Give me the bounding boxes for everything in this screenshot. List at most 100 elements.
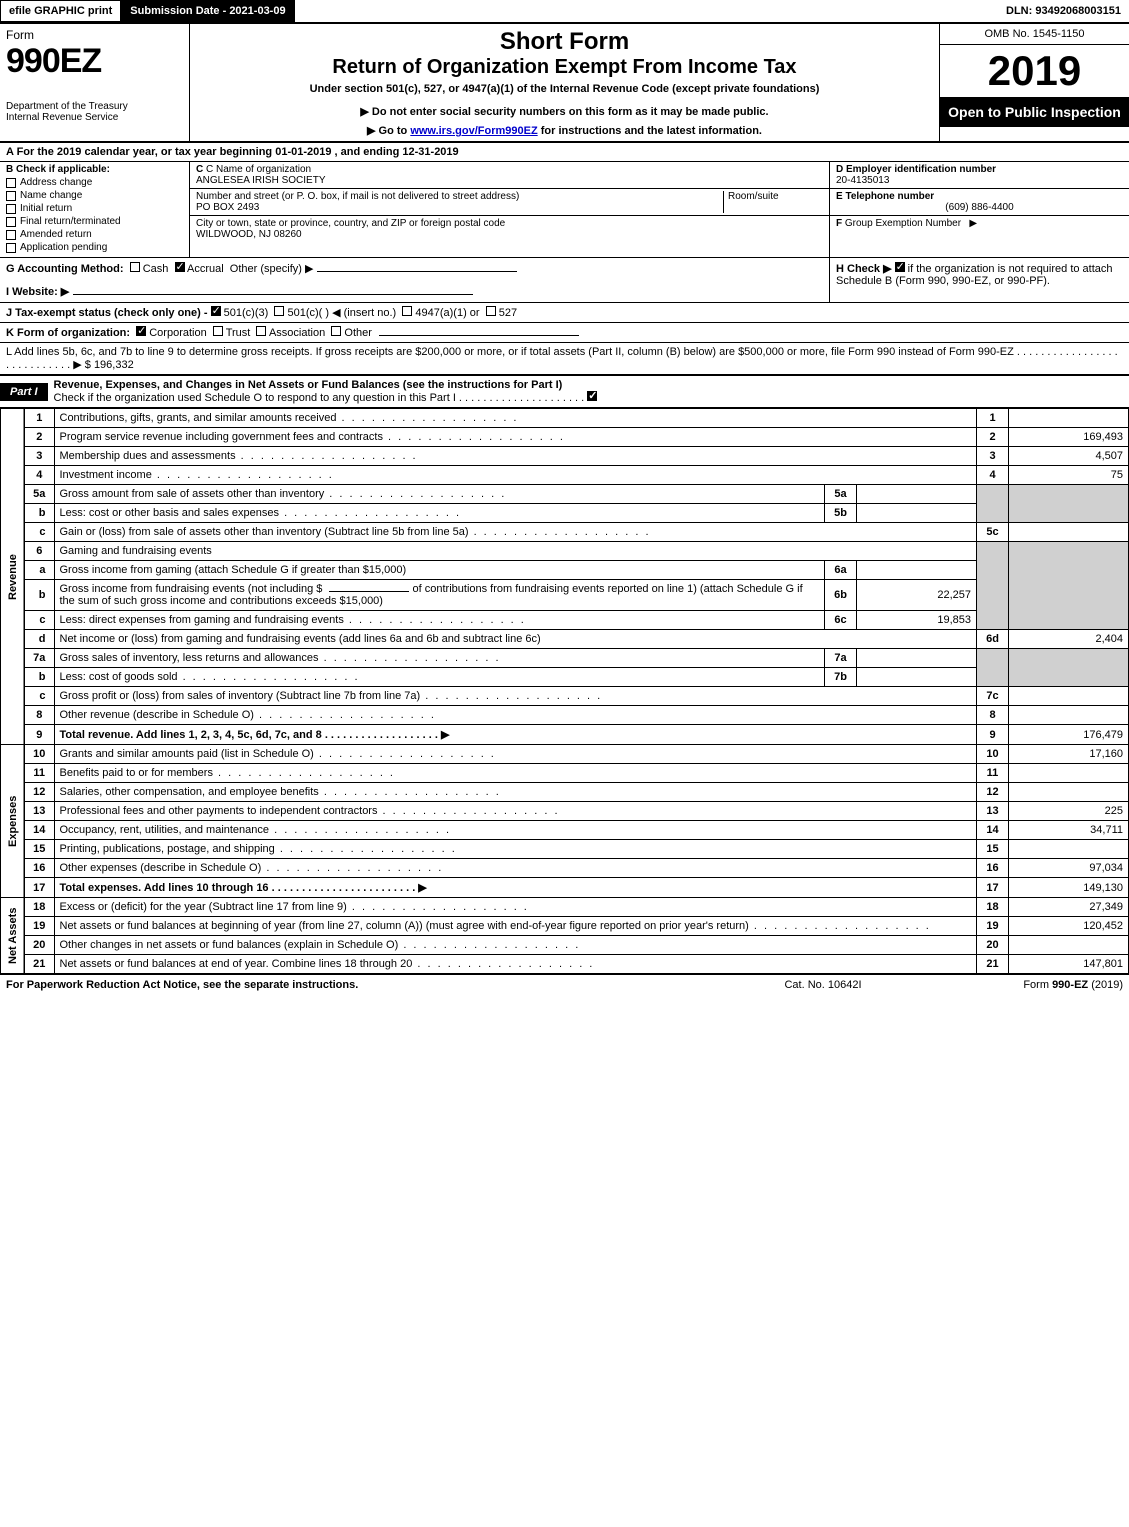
l-value: 196,332: [94, 359, 134, 371]
subcol-val: [857, 668, 977, 687]
row-num: 8: [24, 706, 54, 725]
part1-schedo-checkbox[interactable]: [587, 391, 597, 401]
table-row: 3 Membership dues and assessments 3 4,50…: [1, 447, 1129, 466]
form-header: Form 990EZ Department of the Treasury In…: [0, 24, 1129, 143]
phone-value: (609) 886-4400: [836, 202, 1123, 213]
row-num: b: [24, 580, 54, 611]
k-other-input[interactable]: [379, 335, 579, 336]
j-527-checkbox[interactable]: [486, 306, 496, 316]
paperwork-notice: For Paperwork Reduction Act Notice, see …: [6, 979, 723, 991]
grey-cell: [977, 649, 1009, 687]
application-pending-checkbox[interactable]: [6, 243, 16, 253]
k-trust-checkbox[interactable]: [213, 326, 223, 336]
row-rtnum: 14: [977, 821, 1009, 840]
efile-print-button[interactable]: efile GRAPHIC print: [0, 0, 121, 22]
submission-date-button[interactable]: Submission Date - 2021-03-09: [121, 0, 294, 22]
row-value: 34,711: [1009, 821, 1129, 840]
row-desc: Benefits paid to or for members: [54, 764, 977, 783]
part1-label: Part I: [0, 383, 48, 401]
row-desc: Less: cost or other basis and sales expe…: [54, 504, 825, 523]
table-row: b Less: cost or other basis and sales ex…: [1, 504, 1129, 523]
cat-no: Cat. No. 10642I: [723, 979, 923, 991]
j-4947-checkbox[interactable]: [402, 306, 412, 316]
row-num: 2: [24, 428, 54, 447]
website-input[interactable]: [73, 294, 473, 295]
h-label: H Check ▶: [836, 263, 892, 275]
row-rtnum: 13: [977, 802, 1009, 821]
h-checkbox[interactable]: [895, 262, 905, 272]
table-row: 9 Total revenue. Add lines 1, 2, 3, 4, 5…: [1, 725, 1129, 745]
address-change-checkbox[interactable]: [6, 178, 16, 188]
row-desc-part1: Gross income from fundraising events (no…: [60, 583, 323, 595]
row-num: 14: [24, 821, 54, 840]
row-rtnum: 16: [977, 859, 1009, 878]
net-assets-side-label: Net Assets: [1, 898, 25, 974]
row-num: 7a: [24, 649, 54, 668]
j-501c-checkbox[interactable]: [274, 306, 284, 316]
row-rtnum: 15: [977, 840, 1009, 859]
j-label: J Tax-exempt status (check only one) -: [6, 307, 208, 319]
row-rtnum: 19: [977, 917, 1009, 936]
initial-return-checkbox[interactable]: [6, 204, 16, 214]
row-desc: Salaries, other compensation, and employ…: [54, 783, 977, 802]
goto-prefix: ▶ Go to: [367, 125, 410, 137]
row-rtnum: 12: [977, 783, 1009, 802]
j-527-label: 527: [499, 307, 517, 319]
subcol-val: [857, 561, 977, 580]
j-4947-label: 4947(a)(1) or: [415, 307, 479, 319]
dln-label: DLN: 93492068003151: [998, 1, 1129, 21]
row-desc: Other changes in net assets or fund bala…: [54, 936, 977, 955]
row-desc: Membership dues and assessments: [54, 447, 977, 466]
irs-label: Internal Revenue Service: [6, 112, 183, 123]
form-year: 2019: [940, 45, 1129, 97]
goto-link-line: ▶ Go to www.irs.gov/Form990EZ for instru…: [196, 124, 933, 137]
grey-cell: [1009, 542, 1129, 630]
subcol-num: 6a: [825, 561, 857, 580]
row-num: 18: [24, 898, 54, 917]
row-rtnum: 20: [977, 936, 1009, 955]
city-value: WILDWOOD, NJ 08260: [196, 229, 823, 240]
tax-year-mid: , and ending: [335, 146, 403, 158]
row-value: 169,493: [1009, 428, 1129, 447]
name-change-checkbox[interactable]: [6, 191, 16, 201]
irs-gov-link[interactable]: www.irs.gov/Form990EZ: [410, 125, 537, 137]
j-501c3-checkbox[interactable]: [211, 306, 221, 316]
row-num: 1: [24, 409, 54, 428]
k-assoc-checkbox[interactable]: [256, 326, 266, 336]
subcol-num: 5b: [825, 504, 857, 523]
k-corp-label: Corporation: [149, 327, 206, 339]
row-desc: Grants and similar amounts paid (list in…: [54, 745, 977, 764]
grey-cell: [977, 485, 1009, 523]
subcol-num: 6c: [825, 611, 857, 630]
l-text: L Add lines 5b, 6c, and 7b to line 9 to …: [6, 346, 1118, 371]
row-desc: Net assets or fund balances at beginning…: [54, 917, 977, 936]
i-website-label: I Website: ▶: [6, 286, 69, 298]
ssn-note: ▶ Do not enter social security numbers o…: [196, 105, 933, 118]
subcol-num: 6b: [825, 580, 857, 611]
final-return-checkbox[interactable]: [6, 217, 16, 227]
row-desc: Excess or (deficit) for the year (Subtra…: [54, 898, 977, 917]
header-mid: Short Form Return of Organization Exempt…: [190, 24, 939, 141]
table-row: 16 Other expenses (describe in Schedule …: [1, 859, 1129, 878]
cash-checkbox[interactable]: [130, 262, 140, 272]
other-specify-input[interactable]: [317, 271, 517, 272]
row-num: 4: [24, 466, 54, 485]
k-label: K Form of organization:: [6, 327, 130, 339]
row-num: c: [24, 687, 54, 706]
row-desc: Less: cost of goods sold: [54, 668, 825, 687]
form-code: 990EZ: [6, 42, 183, 81]
row-value: [1009, 840, 1129, 859]
row-desc: Gross profit or (loss) from sales of inv…: [54, 687, 977, 706]
row-rtnum: 3: [977, 447, 1009, 466]
row-rtnum: 11: [977, 764, 1009, 783]
amended-return-checkbox[interactable]: [6, 230, 16, 240]
accrual-checkbox[interactable]: [175, 262, 185, 272]
row-desc: Gaming and fundraising events: [54, 542, 977, 561]
accrual-label: Accrual: [187, 263, 224, 275]
row-value: 4,507: [1009, 447, 1129, 466]
row-num: c: [24, 611, 54, 630]
h-schedule-b: H Check ▶ if the organization is not req…: [829, 258, 1129, 302]
contrib-amount-input[interactable]: [329, 591, 409, 592]
k-other-checkbox[interactable]: [331, 326, 341, 336]
k-corp-checkbox[interactable]: [136, 326, 146, 336]
